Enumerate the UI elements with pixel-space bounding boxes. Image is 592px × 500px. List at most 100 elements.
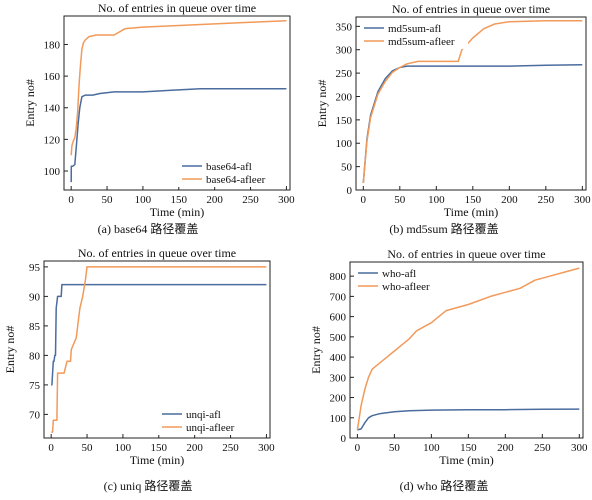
series-line-b-0	[362, 63, 583, 184]
y-tick-label-d: 700	[330, 291, 347, 303]
series-line-a-0	[70, 88, 287, 183]
caption-b: (b) md5sum 路径覆盖	[389, 222, 499, 236]
x-tick-label-c: 100	[115, 442, 132, 454]
y-tick-label-d: 300	[330, 372, 347, 384]
series-line-b-1	[362, 19, 583, 184]
y-tick-label-d: 200	[330, 393, 347, 405]
x-tick-label-b: 0	[361, 194, 367, 206]
x-tick-label-a: 50	[102, 194, 114, 206]
y-tick-label-b: 150	[336, 115, 353, 127]
x-tick-label-d: 100	[423, 442, 440, 454]
x-tick-label-b: 150	[465, 194, 482, 206]
caption-a: (a) base64 路径覆盖	[97, 222, 199, 236]
y-tick-label-b: 100	[336, 138, 353, 150]
y-tick-label-c: 80	[29, 350, 41, 362]
chart-title-a: No. of entries in queue over time	[98, 1, 256, 15]
legend-label-c-1: unqi-afleer	[186, 422, 235, 434]
x-tick-label-b: 100	[428, 194, 445, 206]
legend-label-d-1: who-afleer	[382, 281, 430, 293]
y-tick-label-d: 600	[330, 312, 347, 324]
y-axis-label-a: Entry no#	[23, 79, 37, 127]
x-axis-label-a: Time (min)	[150, 205, 205, 219]
legend-label-a-1: base64-afleer	[206, 174, 266, 186]
y-tick-label-a: 180	[44, 39, 61, 51]
legend-label-c-0: unqi-afl	[186, 409, 221, 421]
plot-frame-d	[349, 261, 584, 439]
y-tick-label-b: 250	[336, 68, 353, 80]
x-tick-label-b: 300	[574, 194, 591, 206]
y-axis-label-b: Entry no#	[315, 80, 329, 128]
x-axis-label-b: Time (min)	[444, 205, 499, 219]
legend-label-a-0: base64-afl	[206, 161, 252, 173]
y-tick-label-d: 100	[330, 413, 347, 425]
legend-label-d-0: who-afl	[382, 268, 416, 280]
x-tick-label-a: 200	[206, 194, 223, 206]
x-axis-label-d: Time (min)	[439, 453, 494, 467]
legend-box-d	[354, 264, 462, 294]
x-tick-label-c: 200	[186, 442, 203, 454]
y-tick-label-c: 90	[29, 291, 41, 303]
x-tick-label-c: 0	[48, 442, 54, 454]
x-tick-label-b: 250	[538, 194, 555, 206]
x-tick-label-a: 300	[278, 194, 295, 206]
series-line-d-1	[356, 267, 580, 431]
x-tick-label-c: 150	[151, 442, 168, 454]
y-tick-label-a: 120	[44, 134, 61, 146]
y-tick-label-c: 70	[29, 409, 41, 421]
chart-title-c: No. of entries in queue over time	[78, 246, 236, 260]
x-tick-label-d: 250	[534, 442, 551, 454]
y-tick-label-a: 160	[44, 71, 61, 83]
plot-frame-a	[63, 15, 291, 191]
legend-box-a	[178, 157, 286, 187]
x-tick-label-d: 200	[497, 442, 514, 454]
y-axis-label-d: Entry no#	[309, 326, 323, 374]
chart-d: 0 50 100 150 200 250 300 0 100 200 300 400 500 600 700…	[309, 247, 588, 467]
y-tick-label-d: 400	[330, 352, 347, 364]
series-line-a-1	[70, 19, 287, 156]
x-tick-label-d: 0	[355, 442, 361, 454]
y-tick-label-c: 95	[29, 262, 41, 274]
legend-box-b	[360, 19, 468, 49]
y-tick-label-b: 0	[347, 185, 353, 197]
plot-frame-c	[43, 260, 271, 439]
y-tick-label-a: 100	[44, 166, 61, 178]
y-axis-label-c: Entry no#	[3, 326, 17, 374]
series-line-c-0	[51, 283, 267, 386]
y-tick-label-b: 200	[336, 91, 353, 103]
y-tick-label-a: 140	[44, 103, 61, 115]
y-tick-label-d: 0	[341, 433, 347, 445]
caption-c: (c) uniq 路径覆盖	[103, 479, 193, 493]
y-tick-label-d: 800	[330, 271, 347, 283]
x-tick-label-c: 250	[222, 442, 239, 454]
x-axis-label-c: Time (min)	[130, 453, 185, 467]
chart-a: 0 50 100 150 200 250 300 100 120 140 160 180 No. of …	[23, 1, 295, 219]
y-tick-label-b: 300	[336, 45, 353, 57]
x-tick-label-b: 200	[501, 194, 518, 206]
x-tick-label-a: 100	[135, 194, 152, 206]
caption-d: (d) who 路径覆盖	[399, 479, 489, 493]
chart-c: 0 50 100 150 200 250 300 70 75 80 85 90 95 No. of ent…	[3, 246, 275, 467]
x-tick-label-c: 300	[258, 442, 275, 454]
series-line-d-0	[357, 408, 580, 431]
y-tick-label-b: 50	[341, 162, 353, 174]
y-tick-label-d: 500	[330, 332, 347, 344]
x-tick-label-b: 50	[394, 194, 406, 206]
y-tick-label-c: 75	[29, 380, 41, 392]
y-tick-label-b: 350	[336, 21, 353, 33]
x-tick-label-d: 300	[571, 442, 588, 454]
y-tick-label-c: 85	[29, 321, 41, 333]
series-line-c-1	[51, 266, 267, 433]
x-tick-label-d: 50	[389, 442, 401, 454]
x-tick-label-a: 0	[68, 194, 74, 206]
chart-b: 0 50 100 150 200 250 300 0 50 100 150 200 250 300 350 N…	[315, 2, 591, 219]
x-tick-label-c: 50	[82, 442, 94, 454]
plot-frame-b	[355, 16, 587, 191]
legend-label-b-0: md5sum-afl	[388, 23, 441, 35]
x-tick-label-d: 150	[460, 442, 477, 454]
chart-title-b: No. of entries in queue over time	[392, 2, 550, 16]
chart-title-d: No. of entries in queue over time	[387, 247, 545, 261]
